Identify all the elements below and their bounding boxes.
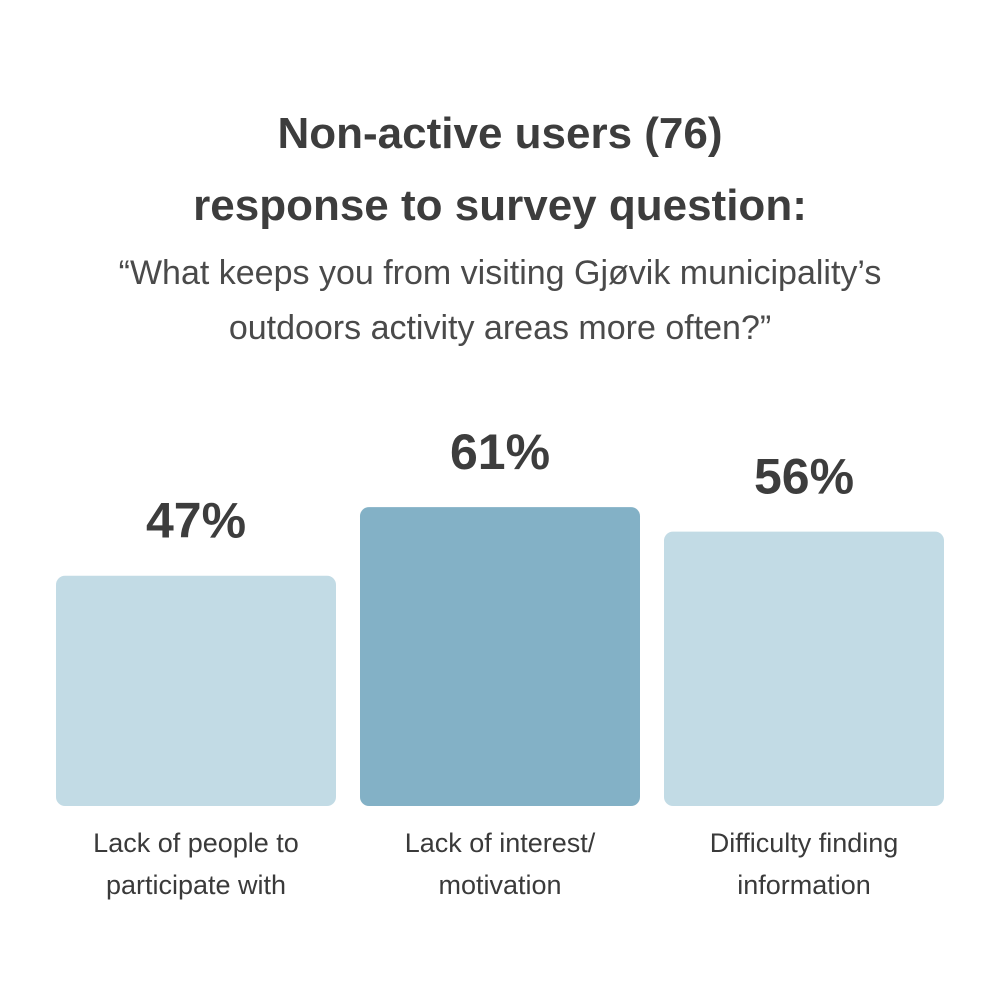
category-label-3: Difficulty finding information — [654, 822, 954, 906]
bar-1 — [56, 575, 336, 806]
bar-value-label-3: 56% — [754, 449, 854, 505]
category-label-line: participate with — [105, 870, 287, 900]
bar-2 — [360, 507, 640, 806]
chart-title-line-2: response to survey question: — [193, 181, 807, 230]
category-label-line: Difficulty finding — [709, 828, 899, 858]
category-label-line: motivation — [438, 870, 562, 900]
bar-value-label-2: 61% — [450, 424, 550, 480]
category-label-line: Lack of interest/ — [404, 828, 596, 858]
chart-title-line-1: Non-active users (76) — [277, 109, 723, 158]
bar-value-label-1: 47% — [146, 493, 246, 549]
category-label-line: information — [737, 870, 871, 900]
category-label-line: Lack of people to — [93, 828, 299, 858]
survey-question-line-2: outdoors activity areas more often?” — [228, 309, 772, 347]
bar-3 — [664, 531, 944, 806]
survey-question-line-1: “What keeps you from visiting Gjøvik mun… — [118, 254, 882, 292]
category-label-1: Lack of people to participate with — [46, 822, 346, 906]
category-label-2: Lack of interest/motivation — [350, 822, 650, 906]
